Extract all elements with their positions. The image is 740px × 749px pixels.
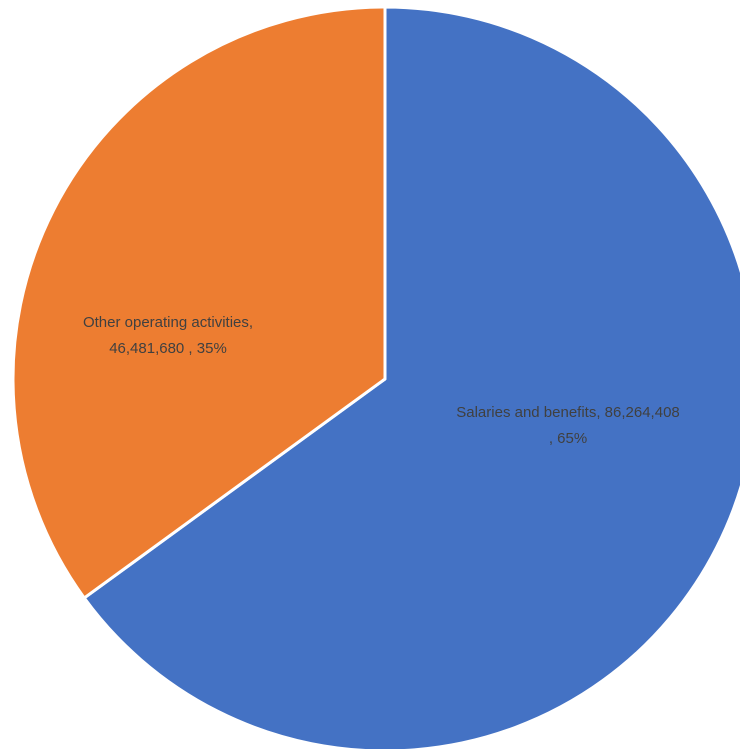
data-label-salaries-and-benefits: Salaries and benefits, 86,264,408 , 65% xyxy=(456,404,680,447)
pie-slice-salaries-and-benefits xyxy=(82,5,740,749)
data-label-line-2: 46,481,680 , 35% xyxy=(109,340,227,357)
pie-slice-other-operating-activities xyxy=(11,5,387,600)
data-label-line-1: Salaries and benefits, 86,264,408 xyxy=(456,404,680,421)
data-label-line-1: Other operating activities, xyxy=(83,314,253,331)
data-label-line-2: , 65% xyxy=(549,430,587,447)
pie-labels: Salaries and benefits, 86,264,408 , 65% Ot… xyxy=(83,314,680,447)
pie-slices xyxy=(11,5,740,749)
data-label-other-operating-activities: Other operating activities, 46,481,680 , … xyxy=(83,314,253,357)
